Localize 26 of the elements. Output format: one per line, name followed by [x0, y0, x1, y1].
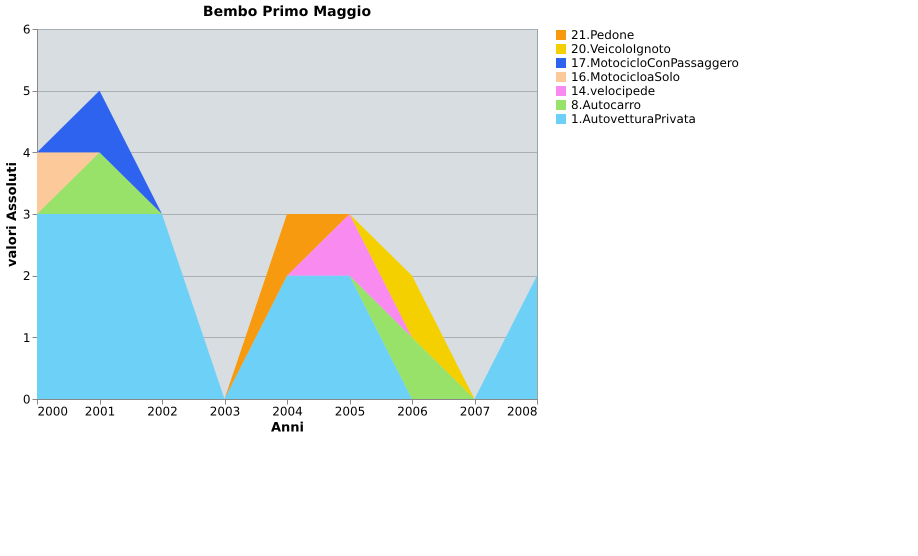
- legend-label: 20.VeicoloIgnoto: [571, 42, 671, 56]
- x-tick-label: 2001: [84, 404, 116, 418]
- x-tick-label: 2002: [147, 404, 178, 418]
- x-tick-label: 2003: [210, 404, 240, 418]
- x-tick-label: 2008: [506, 404, 538, 418]
- y-tick-label: 1: [22, 330, 30, 345]
- x-tick-label: 2006: [397, 404, 428, 418]
- legend-label: 17.MotocicloConPassaggero: [571, 56, 739, 70]
- y-tick-label: 6: [22, 22, 30, 36]
- x-tick-label: 2000: [38, 404, 68, 418]
- legend-label: 16.MotocicloaSolo: [571, 70, 680, 84]
- legend-label: 1.AutovetturaPrivata: [571, 112, 696, 126]
- x-tick-label: 2007: [460, 404, 490, 418]
- y-axis-title: valori Assoluti: [4, 162, 20, 267]
- y-tick-label: 5: [22, 84, 30, 98]
- y-tick-label: 3: [22, 208, 30, 222]
- legend-label: 21.Pedone: [571, 28, 634, 42]
- x-tick-label: 2004: [272, 404, 303, 418]
- x-tick-label: 2005: [334, 404, 366, 418]
- y-tick-label: 4: [22, 146, 30, 160]
- chart-title: Bembo Primo Maggio: [202, 4, 372, 20]
- x-axis-title: Anni: [270, 420, 304, 436]
- legend-label: 8.Autocarro: [571, 98, 641, 112]
- y-tick-label: 2: [22, 269, 30, 284]
- legend-label: 14.velocipede: [571, 84, 656, 98]
- y-tick-label: 0: [22, 392, 30, 406]
